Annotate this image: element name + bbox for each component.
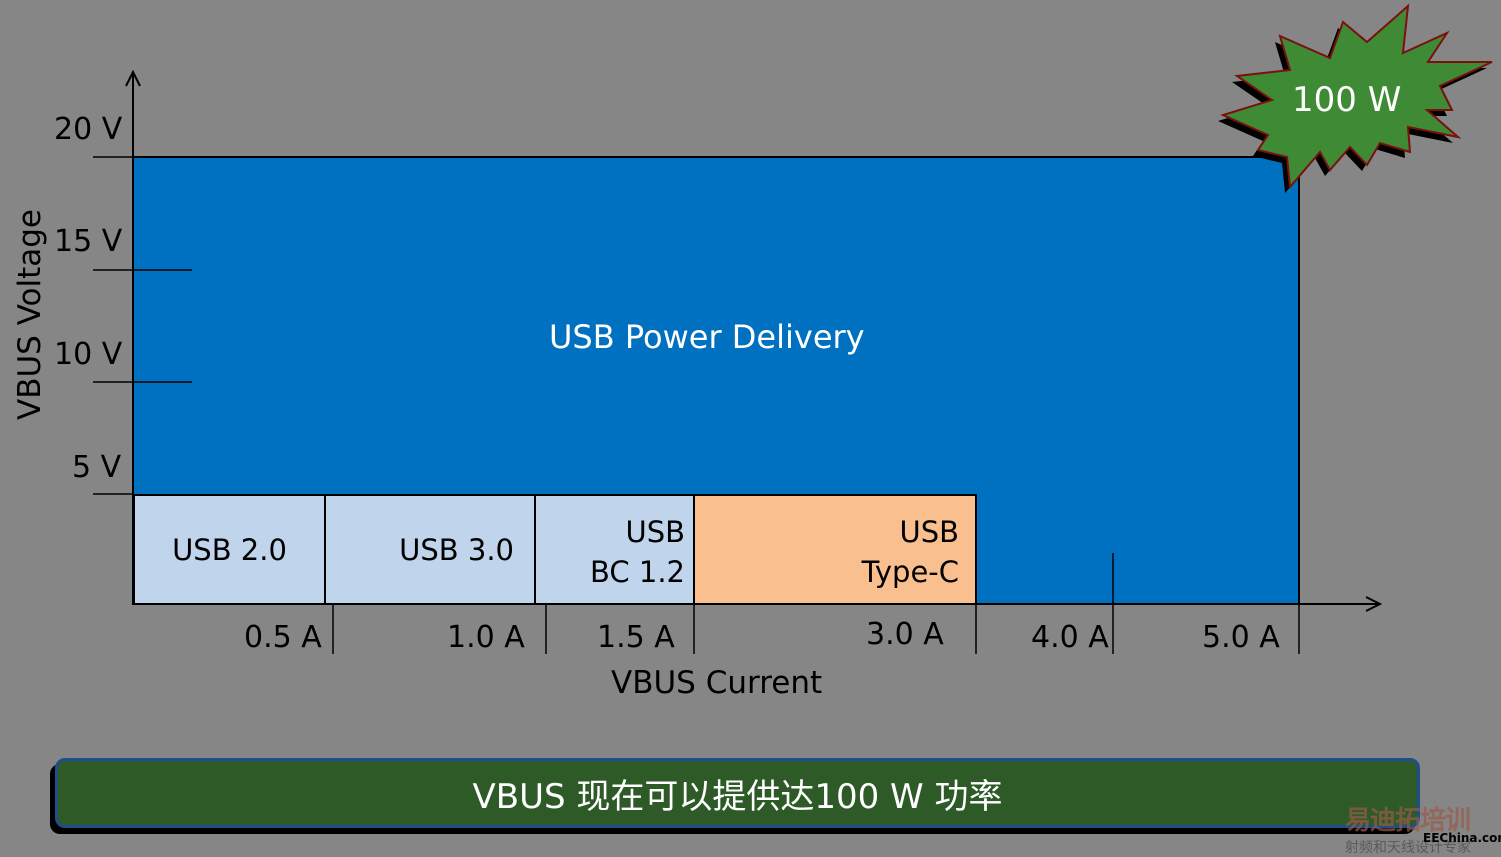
x-tick-0-5a: 0.5 A <box>244 620 322 655</box>
x-tick-1-5a: 1.5 A <box>597 620 675 655</box>
y-axis-arrow <box>125 69 141 87</box>
usb3-region: USB 3.0 <box>324 494 536 605</box>
typec-region: USB Type-C <box>693 494 977 605</box>
usb3-label: USB 3.0 <box>399 532 514 567</box>
y-tick-5v: 5 V <box>72 450 122 485</box>
watermark-line1: 易迪拓培训 <box>1345 806 1471 836</box>
x-tick-1-0a: 1.0 A <box>447 620 525 655</box>
burst-shape <box>1218 3 1493 193</box>
bc12-label-1: USB <box>625 515 685 549</box>
x-tick-3-0a: 3.0 A <box>866 617 944 652</box>
watermark-site: EEChina.com <box>1423 831 1501 845</box>
usb-pd-label: USB Power Delivery <box>549 318 865 356</box>
y-tick-20v: 20 V <box>54 112 123 147</box>
burst-label: 100 W <box>1292 80 1402 120</box>
banner-text: VBUS 现在可以提供达100 W 功率 <box>472 776 1003 817</box>
y-axis-label: VBUS Voltage <box>12 209 48 420</box>
x-axis-arrow <box>1365 596 1383 612</box>
x-tick-4-0a: 4.0 A <box>1031 620 1109 655</box>
summary-banner: VBUS 现在可以提供达100 W 功率 <box>55 758 1420 828</box>
usb2-region: USB 2.0 <box>133 494 326 605</box>
usb2-label: USB 2.0 <box>172 532 287 567</box>
typec-label-1: USB <box>899 515 959 549</box>
y-tick-10v: 10 V <box>54 337 123 372</box>
bc12-label-2: BC 1.2 <box>590 555 685 589</box>
x-tick-5-0a: 5.0 A <box>1202 620 1280 655</box>
x-axis-label: VBUS Current <box>611 665 823 701</box>
bc12-region: USB BC 1.2 <box>534 494 695 605</box>
y-tick-15v: 15 V <box>54 224 123 259</box>
typec-label-2: Type-C <box>861 555 959 589</box>
